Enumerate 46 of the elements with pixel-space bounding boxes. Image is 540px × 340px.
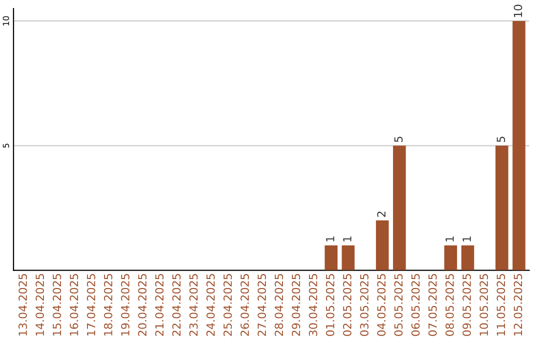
x-tick-label: 19.04.2025: [121, 274, 130, 336]
data-label: 1: [343, 236, 352, 242]
bar: [512, 20, 526, 270]
x-tick-label: 12.05.2025: [514, 274, 522, 336]
x-tick-label: 27.04.2025: [258, 274, 266, 336]
x-tick-label: 17.04.2025: [86, 274, 96, 336]
x-tick-label: 23.04.2025: [189, 274, 198, 336]
x-tick-label: 28.04.2025: [274, 274, 284, 336]
x-tick-label: 02.05.2025: [343, 274, 352, 336]
x-tick-label: 24.04.2025: [206, 274, 215, 336]
x-tick-label: 16.04.2025: [70, 274, 78, 336]
data-label: 5: [496, 136, 506, 142]
x-tick-label: 13.04.2025: [18, 274, 27, 336]
data-label: 1: [446, 236, 454, 242]
data-label: 2: [377, 212, 386, 217]
x-tick-label: 07.05.2025: [428, 274, 437, 336]
bar: [324, 245, 338, 270]
x-tick-label: 26.04.2025: [240, 274, 249, 336]
x-tick-label: 18.04.2025: [104, 274, 112, 336]
x-tick-label: 05.05.2025: [394, 274, 403, 336]
x-tick-label: 01.05.2025: [326, 274, 334, 336]
x-tick-label: 20.04.2025: [138, 274, 147, 336]
data-label: 1: [326, 236, 334, 242]
bar: [342, 245, 355, 270]
bar: [393, 146, 406, 270]
x-tick-label: 15.04.2025: [52, 274, 62, 336]
bar: [376, 220, 389, 270]
bar: [461, 245, 474, 270]
x-tick-label: 10.05.2025: [480, 274, 488, 336]
data-label: 1: [462, 236, 471, 242]
bar: [495, 146, 508, 270]
x-tick-label: 09.05.2025: [462, 274, 471, 336]
x-tick-label: 04.05.2025: [377, 274, 386, 336]
x-tick-label: 25.04.2025: [223, 274, 232, 336]
x-tick-label: 11.05.2025: [496, 274, 506, 336]
data-label: 5: [394, 136, 403, 142]
data-label: 10: [514, 4, 522, 17]
x-tick-label: 22.04.2025: [172, 274, 181, 336]
x-tick-label: 03.05.2025: [360, 274, 368, 336]
x-tick-label: 29.04.2025: [292, 274, 300, 336]
x-tick-label: 21.04.2025: [155, 274, 164, 336]
x-tick-label: 30.04.2025: [308, 274, 318, 336]
x-tick-label: 06.05.2025: [411, 274, 420, 336]
bar: [444, 245, 458, 270]
x-tick-label: 08.05.2025: [445, 274, 454, 336]
x-tick-label: 14.04.2025: [36, 274, 44, 336]
